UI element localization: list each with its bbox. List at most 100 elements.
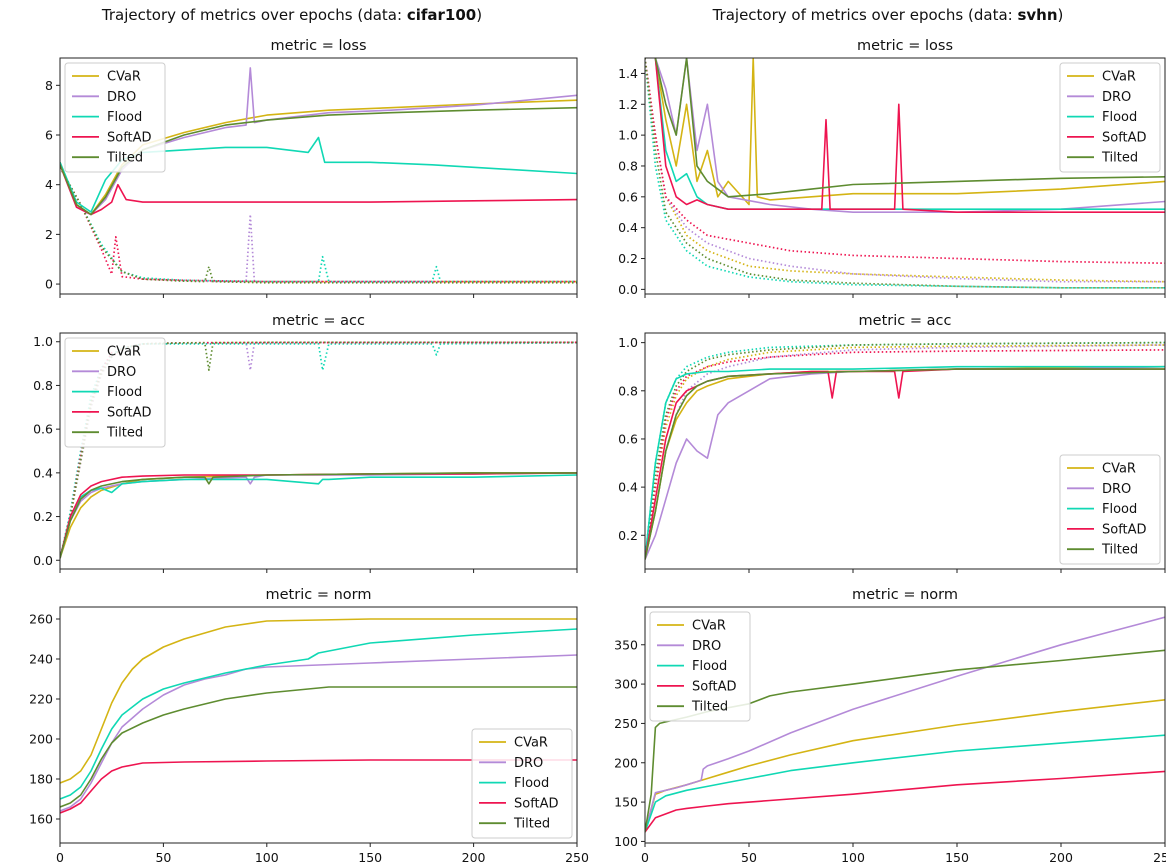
- legend-box: [1059, 62, 1161, 173]
- series-line-tilted-solid: [60, 686, 577, 808]
- axes-frame: [644, 332, 1166, 570]
- legend-box: [64, 337, 166, 448]
- legend-box: [649, 611, 751, 722]
- y-tick-label: 0.4: [618, 480, 638, 495]
- subplot-title: metric = acc: [859, 313, 952, 329]
- x-tick-label: 250: [1153, 850, 1166, 865]
- y-tick-label: 260: [29, 612, 53, 627]
- series-line-flood-solid: [60, 136, 577, 213]
- legend-label-softad: SoftAD: [107, 405, 152, 420]
- series-line-flood-solid: [645, 365, 1165, 560]
- y-tick-label: 0.8: [618, 158, 638, 173]
- subplot-title: metric = loss: [857, 38, 953, 54]
- series-line-dro-dotted: [60, 166, 577, 283]
- y-tick-label: 0: [45, 277, 53, 292]
- series-group: [645, 58, 1165, 289]
- subplot-cifar-loss: metric = loss 0 2 4 6 8 CVaR DRO Flood SoftAD Tilt…: [45, 38, 578, 298]
- legend: CVaR DRO Flood SoftAD Tilted: [64, 62, 166, 173]
- series-line-flood-solid: [60, 628, 577, 800]
- legend-label-softad: SoftAD: [1102, 522, 1147, 537]
- legend-label-cvar: CVaR: [1102, 70, 1136, 85]
- right-column-title: Trajectory of metrics over epochs (data:…: [712, 6, 1064, 24]
- axes-frame: [59, 606, 578, 844]
- legend-label-tilted: Tilted: [106, 426, 143, 441]
- series-line-tilted-solid: [60, 472, 577, 559]
- y-tick-label: 0.8: [33, 378, 53, 393]
- series-line-tilted-solid: [654, 58, 1165, 198]
- series-line-cvar-solid: [60, 472, 577, 559]
- legend-label-cvar: CVaR: [107, 70, 141, 85]
- series-line-tilted-dotted: [60, 166, 577, 284]
- legend: CVaR DRO Flood SoftAD Tilted: [649, 611, 751, 722]
- y-tick-label: 200: [614, 755, 638, 770]
- y-tick-label: 240: [29, 652, 53, 667]
- legend-label-dro: DRO: [1102, 90, 1131, 105]
- x-tick-label: 50: [155, 850, 171, 865]
- legend-box: [1059, 454, 1161, 565]
- series-line-dro-solid: [645, 616, 1165, 833]
- series-line-flood-dotted: [645, 58, 1165, 289]
- legend-label-flood: Flood: [514, 776, 549, 791]
- legend: CVaR DRO Flood SoftAD Tilted: [1059, 62, 1161, 173]
- y-tick-label: 0.6: [618, 189, 638, 204]
- legend: CVaR DRO Flood SoftAD Tilted: [1059, 454, 1161, 565]
- axes-frame: [59, 57, 578, 295]
- legend-label-tilted: Tilted: [1101, 543, 1138, 558]
- legend-label-flood: Flood: [692, 659, 727, 674]
- y-tick-label: 1.0: [618, 335, 638, 350]
- series-line-flood-solid: [645, 734, 1165, 833]
- legend-label-cvar: CVaR: [107, 345, 141, 360]
- subplot-svhn-acc: metric = acc 0.2 0.4 0.6 0.8 1.0 CVaR DRO Flood S…: [618, 313, 1166, 573]
- series-line-cvar-dotted: [60, 166, 577, 283]
- legend-box: [471, 728, 573, 839]
- series-line-softad-solid: [60, 759, 577, 814]
- y-tick-label: 250: [614, 716, 638, 731]
- left-column-title: Trajectory of metrics over epochs (data:…: [101, 6, 482, 24]
- legend-label-softad: SoftAD: [514, 796, 559, 811]
- series-group: [60, 618, 577, 814]
- x-tick-label: 50: [741, 850, 757, 865]
- subplot-svhn-loss: metric = loss 0.0 0.2 0.4 0.6 0.8 1.0 1.2 1.4 CVa…: [618, 38, 1166, 298]
- y-tick-label: 8: [45, 78, 53, 93]
- y-tick-label: 0.0: [33, 553, 53, 568]
- legend-label-tilted: Tilted: [1101, 151, 1138, 166]
- x-tick-label: 150: [945, 850, 969, 865]
- y-tick-label: 1.0: [33, 334, 53, 349]
- y-tick-label: 220: [29, 692, 53, 707]
- y-tick-label: 0.0: [618, 282, 638, 297]
- series-line-dro-dotted: [645, 344, 1165, 560]
- legend: CVaR DRO Flood SoftAD Tilted: [64, 337, 166, 448]
- legend-label-dro: DRO: [1102, 482, 1131, 497]
- y-tick-label: 150: [614, 795, 638, 810]
- y-tick-label: 0.4: [33, 465, 53, 480]
- legend-label-dro: DRO: [107, 90, 136, 105]
- y-tick-label: 350: [614, 637, 638, 652]
- series-line-softad-solid: [60, 472, 577, 559]
- axes-frame: [644, 57, 1166, 295]
- x-tick-label: 100: [841, 850, 865, 865]
- series-group: [645, 616, 1165, 833]
- legend-label-softad: SoftAD: [1102, 130, 1147, 145]
- x-tick-label: 0: [56, 850, 64, 865]
- x-tick-label: 0: [641, 850, 649, 865]
- y-tick-label: 160: [29, 812, 53, 827]
- y-tick-label: 4: [45, 177, 53, 192]
- y-tick-label: 200: [29, 732, 53, 747]
- x-tick-label: 200: [1049, 850, 1073, 865]
- subplot-title: metric = acc: [272, 313, 365, 329]
- y-tick-label: 0.2: [33, 509, 53, 524]
- legend-label-flood: Flood: [1102, 502, 1137, 517]
- y-tick-label: 1.2: [618, 97, 638, 112]
- series-line-softad-solid: [645, 770, 1165, 833]
- legend-label-dro: DRO: [107, 365, 136, 380]
- x-tick-label: 100: [255, 850, 279, 865]
- series-line-dro-solid: [60, 654, 577, 812]
- series-line-cvar-solid: [654, 58, 1165, 206]
- x-tick-label: 250: [565, 850, 589, 865]
- legend: CVaR DRO Flood SoftAD Tilted: [471, 728, 573, 839]
- y-tick-label: 0.8: [618, 383, 638, 398]
- x-tick-label: 150: [358, 850, 382, 865]
- axes-frame: [644, 606, 1166, 844]
- axes-frame: [59, 332, 578, 570]
- series-line-dro-solid: [60, 472, 577, 559]
